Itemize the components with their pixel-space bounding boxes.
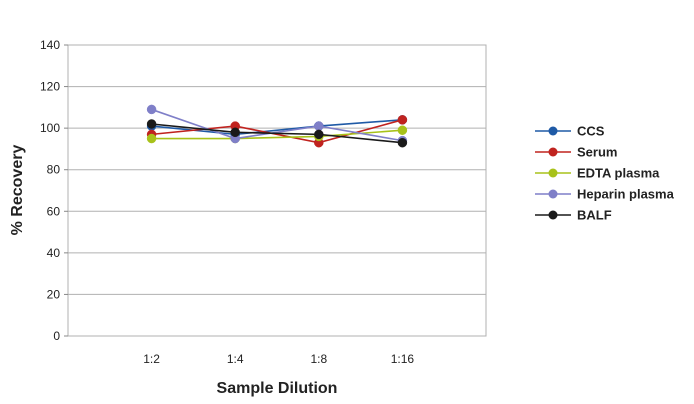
legend-marker (548, 147, 558, 157)
gridlines (68, 86, 486, 295)
x-axis-ticks: 1:2 1:4 1:8 1:16 (143, 352, 414, 366)
data-point (314, 121, 324, 131)
y-axis-ticks: 0 20 40 60 80 100 120 140 (40, 38, 68, 343)
series-line (151, 108, 403, 142)
series-layer (146, 104, 408, 148)
legend: CCS Serum EDTA plasma Heparin plasma BALF (535, 124, 675, 223)
data-point (146, 104, 157, 115)
legend-marker (548, 168, 558, 178)
series-balf (146, 119, 408, 148)
legend-entry: EDTA plasma (535, 166, 660, 181)
x-axis-title: Sample Dilution (217, 380, 338, 397)
y-axis-title: % Recovery (9, 145, 26, 236)
x-tick-label: 1:16 (391, 352, 415, 366)
legend-marker (548, 210, 558, 220)
y-tick-label: 60 (47, 204, 61, 218)
legend-entry: BALF (535, 208, 612, 223)
legend-label: Serum (577, 145, 617, 160)
y-tick-label: 80 (47, 163, 61, 177)
data-point (230, 127, 240, 138)
series-line (151, 119, 403, 144)
data-point (314, 129, 324, 140)
legend-marker (548, 126, 558, 136)
y-tick-label: 0 (53, 329, 60, 343)
legend-entry: Heparin plasma (535, 187, 675, 202)
plot-area (67, 44, 487, 337)
legend-label: CCS (577, 124, 605, 139)
legend-label: EDTA plasma (577, 166, 660, 181)
y-tick-label: 40 (47, 246, 61, 260)
x-tick-label: 1:2 (143, 352, 160, 366)
data-point (397, 115, 408, 125)
y-tick-label: 140 (40, 38, 60, 52)
y-tick-label: 100 (40, 121, 60, 135)
legend-label: Heparin plasma (577, 187, 675, 202)
legend-entry: Serum (535, 145, 617, 160)
y-tick-label: 20 (47, 287, 61, 301)
series-line (151, 123, 403, 144)
y-tick-label: 120 (40, 80, 60, 94)
data-point (146, 133, 157, 144)
data-point (397, 137, 408, 148)
x-tick-label: 1:4 (227, 352, 244, 366)
data-point (146, 119, 157, 129)
legend-marker (548, 189, 558, 199)
legend-label: BALF (577, 208, 612, 223)
legend-entry: CCS (535, 124, 605, 139)
data-point (397, 125, 408, 135)
x-tick-label: 1:8 (310, 352, 327, 366)
